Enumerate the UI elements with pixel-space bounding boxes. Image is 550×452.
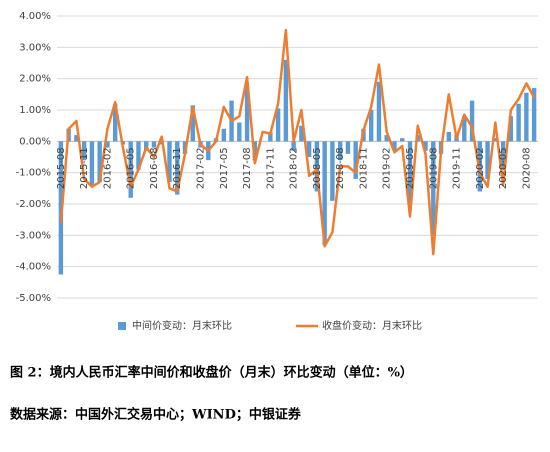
bar — [485, 141, 490, 179]
y-tick-label: -3.00% — [16, 230, 51, 241]
bar — [376, 81, 382, 142]
bar — [97, 141, 102, 183]
bar — [144, 141, 149, 151]
bar — [423, 141, 428, 151]
bar — [237, 122, 242, 142]
bar — [500, 141, 506, 170]
x-tick-label: 2017-02 — [196, 147, 207, 189]
bar — [400, 138, 405, 142]
bar — [314, 141, 320, 192]
bar — [322, 141, 327, 245]
bar — [337, 141, 343, 161]
bar — [384, 135, 389, 142]
bar — [268, 131, 273, 142]
x-tick-label: 2020-05 — [498, 147, 509, 189]
x-tick-label: 2018-02 — [289, 147, 300, 189]
bar — [469, 100, 475, 142]
bar — [493, 138, 498, 142]
bar — [392, 141, 397, 151]
x-tick-label: 2015-08 — [56, 147, 67, 189]
bar — [291, 141, 296, 151]
y-tick-label: -5.00% — [16, 293, 51, 304]
x-tick-label: 2020-08 — [521, 147, 532, 189]
bar — [74, 135, 79, 142]
y-tick-label: 2.00% — [19, 74, 51, 85]
x-tick-label: 2019-11 — [452, 147, 463, 189]
bar — [136, 141, 141, 170]
x-tick-label: 2016-02 — [102, 147, 113, 189]
x-tick-label: 2019-08 — [428, 147, 439, 189]
bar — [190, 105, 195, 142]
y-tick-label: 3.00% — [19, 42, 51, 53]
bar — [462, 116, 467, 142]
x-tick-label: 2018-11 — [358, 147, 369, 189]
bar — [369, 110, 374, 142]
legend-swatch — [118, 322, 126, 330]
y-tick-label: 1.00% — [19, 105, 51, 116]
bar — [283, 59, 289, 142]
bar — [89, 141, 95, 186]
y-tick-label: 4.00% — [19, 11, 51, 22]
bar — [524, 92, 529, 142]
bar — [516, 103, 521, 142]
legend-label: 收盘价变动：月末环比 — [322, 319, 422, 332]
x-tick-label: 2017-05 — [219, 147, 230, 189]
bar — [175, 141, 180, 195]
bar — [105, 141, 110, 148]
bar — [508, 116, 514, 142]
y-tick-label: 0.00% — [19, 136, 51, 147]
bar — [330, 141, 335, 201]
bar — [244, 86, 250, 142]
x-tick-label: 2018-08 — [335, 147, 346, 189]
bar — [306, 141, 312, 157]
y-tick-label: -4.00% — [16, 262, 51, 273]
bar — [299, 125, 304, 142]
bar — [112, 103, 118, 142]
bar — [275, 108, 281, 142]
bar — [446, 131, 451, 142]
bar — [431, 141, 436, 236]
legend-label: 中间价变动：月末环比 — [132, 319, 232, 332]
x-tick-label: 2020-02 — [475, 147, 486, 189]
x-tick-label: 2015-11 — [79, 147, 90, 189]
caption: 图 2：境内人民币汇率中间价和收盘价（月末）环比变动（单位：%） — [10, 365, 413, 381]
bar — [407, 141, 413, 204]
x-tick-label: 2016-05 — [126, 147, 137, 189]
bar — [353, 141, 358, 179]
bar — [81, 141, 87, 161]
bar — [151, 141, 157, 148]
y-tick-label: -2.00% — [16, 199, 51, 210]
bar — [345, 141, 351, 154]
bar — [221, 128, 226, 142]
x-tick-label: 2017-08 — [242, 147, 253, 189]
y-tick-label: -1.00% — [16, 168, 51, 179]
bar — [531, 88, 537, 142]
line — [59, 28, 536, 256]
x-tick-label: 2019-02 — [382, 147, 393, 189]
x-tick-label: 2016-11 — [172, 147, 183, 189]
x-tick-label: 2017-11 — [265, 147, 276, 189]
bar — [167, 141, 172, 183]
bar — [128, 141, 133, 198]
x-tick-label: 2018-05 — [312, 147, 323, 189]
source: 数据来源：中国外汇交易中心；WIND；中银证券 — [10, 407, 302, 423]
x-tick-label: 2019-05 — [405, 147, 416, 189]
x-tick-label: 2016-08 — [149, 147, 160, 189]
